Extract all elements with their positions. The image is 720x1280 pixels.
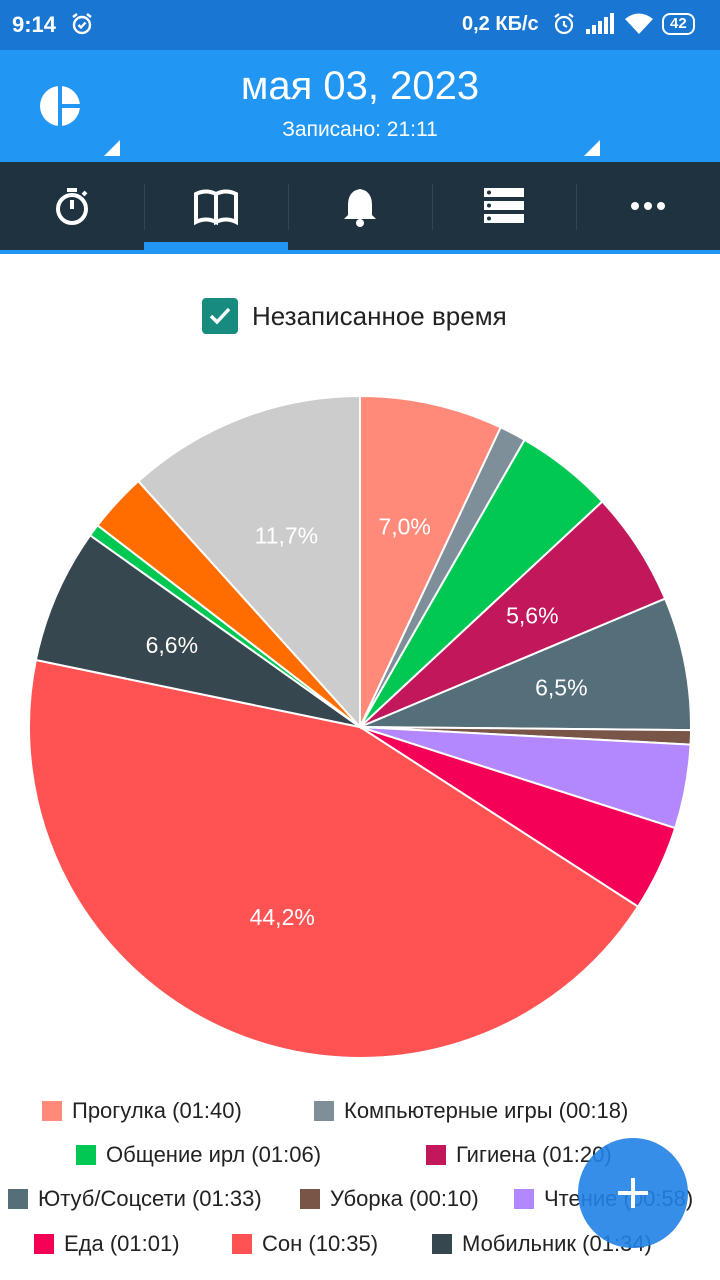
legend-item: Компьютерные игры (00:18) — [314, 1098, 628, 1124]
legend-swatch — [426, 1145, 446, 1165]
unrecorded-time-toggle[interactable]: Незаписанное время — [202, 298, 507, 334]
stopwatch-icon — [56, 188, 88, 225]
pie-slice[interactable] — [34, 533, 361, 728]
book-icon — [194, 189, 238, 226]
alarm-check-icon — [72, 13, 92, 35]
status-bar: 9:14 0,2 КБ/с 42 — [0, 0, 720, 50]
legend-swatch — [42, 1101, 62, 1121]
legend-label: Компьютерные игры (00:18) — [344, 1098, 629, 1123]
network-speed: 0,2 КБ/с — [462, 13, 539, 35]
tab-bar — [0, 162, 720, 250]
header-date[interactable]: мая 03, 2023 — [240, 64, 480, 108]
pie-slice[interactable] — [359, 394, 503, 728]
slice-label: 7,0% — [378, 514, 430, 540]
pie-slice[interactable] — [136, 394, 361, 730]
legend-label: Сон (10:35) — [262, 1231, 379, 1256]
check-icon — [209, 307, 231, 325]
wifi-icon — [625, 13, 653, 34]
legend-swatch — [432, 1234, 452, 1254]
tab-underline — [0, 250, 720, 254]
legend-item: Гигиена (01:20) — [426, 1142, 612, 1168]
legend-swatch — [514, 1189, 534, 1209]
legend-swatch — [314, 1101, 334, 1121]
unrecorded-checkbox[interactable] — [202, 298, 238, 334]
slice-label: 11,7% — [255, 522, 319, 548]
tab-categories[interactable] — [432, 162, 576, 250]
more-icon — [631, 202, 665, 210]
legend-item: Ютуб/Соцсети (01:33) — [8, 1186, 262, 1212]
corner-indicator-left — [104, 140, 120, 156]
pie-slice[interactable] — [359, 597, 692, 732]
legend-item: Уборка (00:10) — [300, 1186, 479, 1212]
slice-label: 6,5% — [535, 674, 587, 700]
legend-label: Уборка (00:10) — [330, 1186, 479, 1211]
slice-label: 44,2% — [250, 904, 315, 930]
plus-icon — [618, 1178, 648, 1208]
app-logo-icon[interactable] — [38, 84, 82, 128]
legend-label: Ютуб/Соцсети (01:33) — [38, 1186, 262, 1211]
legend-item: Сон (10:35) — [232, 1231, 378, 1257]
legend-label: Еда (01:01) — [64, 1231, 180, 1256]
slice-label: 6,6% — [146, 632, 198, 658]
legend-swatch — [232, 1234, 252, 1254]
status-time: 9:14 — [12, 12, 57, 37]
tab-journal[interactable] — [144, 162, 288, 250]
corner-indicator-right — [584, 140, 600, 156]
battery-icon: 42 — [662, 13, 695, 35]
legend-label: Общение ирл (01:06) — [106, 1142, 322, 1167]
legend-item: Общение ирл (01:06) — [76, 1142, 321, 1168]
tab-stopwatch[interactable] — [0, 162, 144, 250]
tab-more[interactable] — [576, 162, 720, 250]
tab-reminders[interactable] — [288, 162, 432, 250]
legend-swatch — [300, 1189, 320, 1209]
status-icons: 42 — [552, 12, 695, 36]
legend-label: Прогулка (01:40) — [72, 1098, 242, 1123]
signal-icon — [586, 13, 614, 34]
bell-icon — [344, 189, 376, 227]
legend-swatch — [34, 1234, 54, 1254]
pie-chart[interactable]: 7,0% 5,6% 6,5% 44,2% 6,6% 11,7% — [0, 380, 720, 1080]
legend-item: Прогулка (01:40) — [42, 1098, 242, 1124]
app-header: мая 03, 2023 Записано: 21:11 — [0, 50, 720, 162]
unrecorded-label: Незаписанное время — [252, 300, 507, 331]
add-button[interactable] — [578, 1138, 688, 1248]
recorded-time: Записано: 21:11 — [282, 118, 438, 141]
list-icon — [484, 188, 524, 223]
pie-slice[interactable] — [28, 658, 640, 1059]
legend-swatch — [8, 1189, 28, 1209]
legend-swatch — [76, 1145, 96, 1165]
slice-label: 5,6% — [506, 603, 558, 629]
legend-item: Еда (01:01) — [34, 1231, 180, 1257]
alarm-icon — [554, 13, 574, 35]
